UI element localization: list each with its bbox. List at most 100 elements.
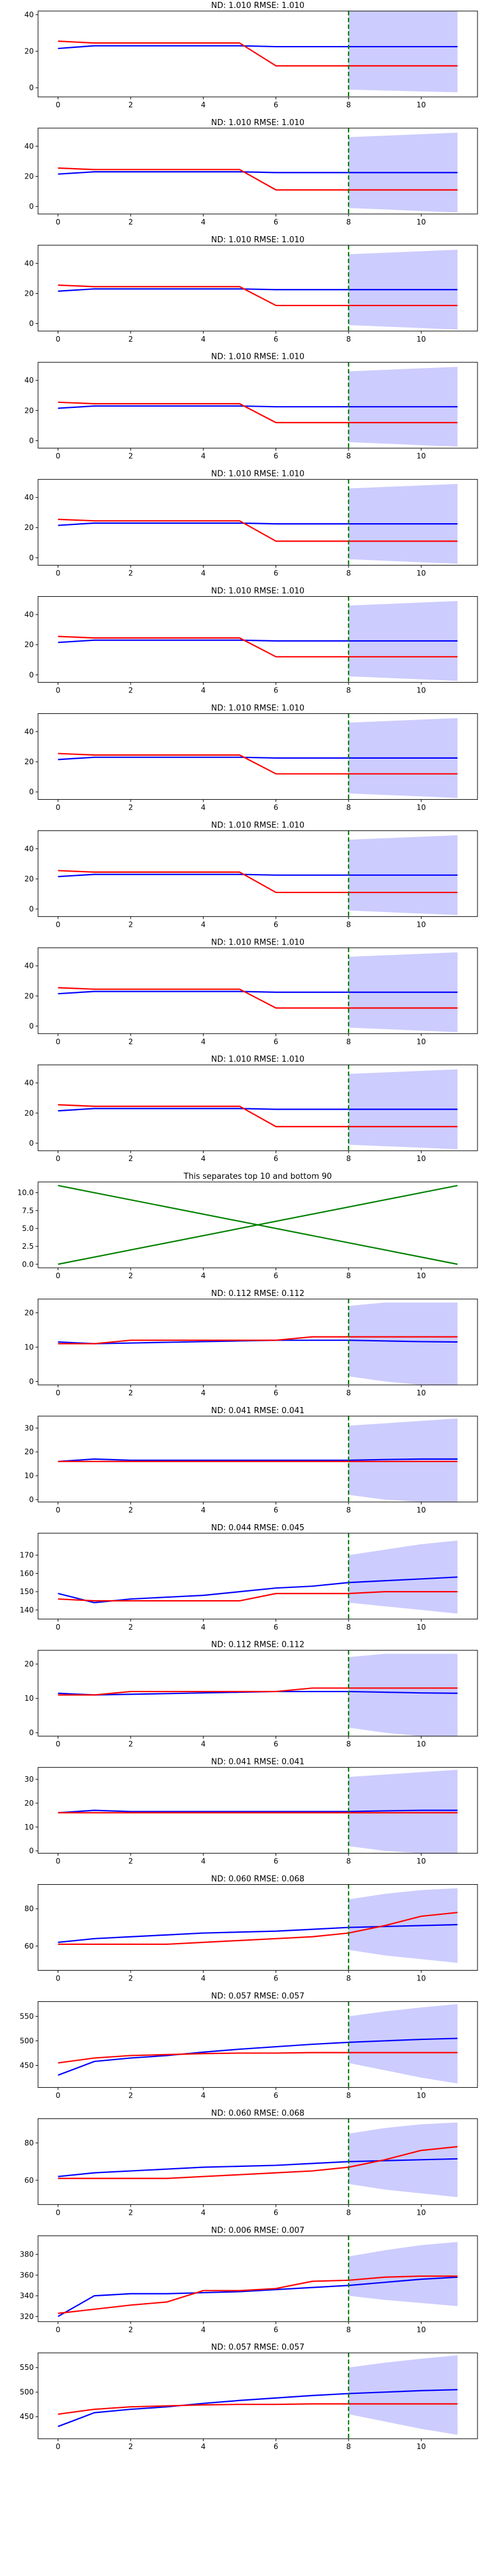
x-tick-label: 2 [128, 569, 133, 578]
plot-area [58, 362, 458, 448]
chart-title: ND: 1.010 RMSE: 1.010 [211, 1055, 304, 1064]
x-tick-label: 8 [346, 452, 351, 461]
plot-area [58, 479, 458, 565]
x-tick-label: 6 [274, 2208, 279, 2217]
plot-area [58, 830, 458, 917]
plot-area [58, 1299, 458, 1385]
x-tick-label: 10 [417, 1154, 426, 1163]
chart-panel: ND: 0.112 RMSE: 0.112 0 2 4 6 8 10 0 10 20 [25, 1289, 478, 1397]
plot-area [58, 1416, 458, 1502]
x-tick-label: 10 [417, 2442, 426, 2451]
x-tick-label: 4 [201, 569, 206, 578]
plot-area [58, 128, 458, 214]
x-tick-label: 8 [346, 686, 351, 695]
y-tick-label: 360 [20, 2271, 34, 2279]
x-tick-label: 2 [128, 920, 133, 929]
chart-title: ND: 1.010 RMSE: 1.010 [211, 470, 304, 479]
series-line [58, 405, 458, 409]
confidence-band [348, 2004, 458, 2084]
x-tick-label: 2 [128, 686, 133, 695]
x-tick-label: 4 [201, 1271, 206, 1280]
y-tick-label: 40 [25, 1079, 34, 1087]
x-tick-label: 6 [274, 335, 279, 343]
x-tick-label: 8 [346, 2091, 351, 2099]
y-tick-label: 20 [25, 406, 34, 415]
confidence-band [348, 1418, 458, 1502]
x-tick-label: 6 [274, 569, 279, 578]
x-tick-label: 8 [346, 1506, 351, 1514]
x-tick-label: 10 [417, 2208, 426, 2217]
x-tick-label: 2 [128, 2208, 133, 2217]
axes-frame [37, 1884, 478, 1971]
y-tick-label: 20 [25, 47, 34, 56]
y-tick-label: 80 [25, 2139, 34, 2147]
x-tick-label: 8 [346, 218, 351, 226]
chart-title: ND: 1.010 RMSE: 1.010 [211, 821, 304, 830]
y-tick-label: 10 [25, 1694, 34, 1703]
x-tick-label: 0 [56, 101, 61, 109]
plot-area [58, 11, 458, 97]
x-tick-label: 8 [346, 1740, 351, 1749]
series-line [58, 167, 458, 191]
y-tick-label: 40 [25, 610, 34, 619]
y-tick-label: 0 [29, 1022, 34, 1030]
x-tick-label: 6 [274, 1037, 279, 1046]
chart-panel: ND: 1.010 RMSE: 1.010 0 2 4 6 8 10 0 20 40 [25, 236, 478, 343]
x-tick-label: 8 [346, 101, 351, 109]
series-line [58, 284, 458, 307]
x-tick-label: 2 [128, 101, 133, 109]
x-tick-label: 8 [346, 2442, 351, 2451]
chart-title: ND: 0.057 RMSE: 0.057 [211, 2343, 304, 2352]
x-tick-label: 8 [346, 803, 351, 811]
x-tick-label: 6 [274, 1974, 279, 1983]
y-tick-label: 20 [25, 289, 34, 297]
axes-frame [37, 596, 478, 683]
axes-frame [37, 1650, 478, 1737]
x-tick-label: 0 [56, 1037, 61, 1046]
axes-frame [37, 1181, 478, 1268]
axes-frame [37, 1064, 478, 1151]
y-tick-label: 150 [20, 1587, 34, 1596]
axes-frame [37, 1298, 478, 1386]
chart-panel: ND: 1.010 RMSE: 1.010 0 2 4 6 8 10 0 20 40 [25, 1055, 478, 1163]
x-tick-label: 6 [274, 101, 279, 109]
y-tick-label: 60 [25, 2176, 34, 2185]
y-tick-label: 30 [25, 1775, 34, 1784]
x-tick-label: 10 [417, 686, 426, 695]
x-tick-label: 0 [56, 452, 61, 461]
series-line [58, 1923, 458, 1943]
axes-frame [37, 1533, 478, 1620]
x-tick-label: 6 [274, 2325, 279, 2334]
y-tick-label: 40 [25, 727, 34, 736]
x-tick-label: 6 [274, 1857, 279, 1866]
x-tick-label: 8 [346, 335, 351, 343]
x-tick-label: 0 [56, 1623, 61, 1631]
y-tick-label: 550 [20, 2012, 34, 2020]
x-tick-label: 8 [346, 1623, 351, 1631]
x-tick-label: 2 [128, 2442, 133, 2451]
x-tick-label: 4 [201, 1740, 206, 1749]
series-line [58, 40, 458, 67]
x-tick-label: 8 [346, 569, 351, 578]
y-tick-label: 0 [29, 670, 34, 679]
chart-panel: ND: 0.041 RMSE: 0.041 0 2 4 6 8 10 0 10 20 30 [25, 1406, 478, 1514]
axes-frame [37, 10, 478, 98]
y-tick-label: 7.5 [22, 1206, 34, 1215]
x-tick-label: 2 [128, 1506, 133, 1514]
x-tick-label: 0 [56, 2091, 61, 2099]
x-tick-label: 0 [56, 1154, 61, 1163]
y-tick-label: 0 [29, 1139, 34, 1148]
x-tick-label: 0 [56, 218, 61, 226]
x-tick-label: 10 [417, 1506, 426, 1514]
series-line [58, 2145, 458, 2179]
chart-title: ND: 0.057 RMSE: 0.057 [211, 1991, 304, 2001]
plot-area [58, 596, 458, 683]
y-tick-label: 0.0 [22, 1260, 34, 1268]
chart-title: ND: 0.044 RMSE: 0.045 [211, 1524, 304, 1533]
x-tick-label: 4 [201, 2208, 206, 2217]
series-line [58, 1458, 458, 1462]
x-tick-label: 10 [417, 1857, 426, 1866]
series-line [58, 987, 458, 1009]
x-tick-label: 2 [128, 452, 133, 461]
x-tick-label: 10 [417, 101, 426, 109]
